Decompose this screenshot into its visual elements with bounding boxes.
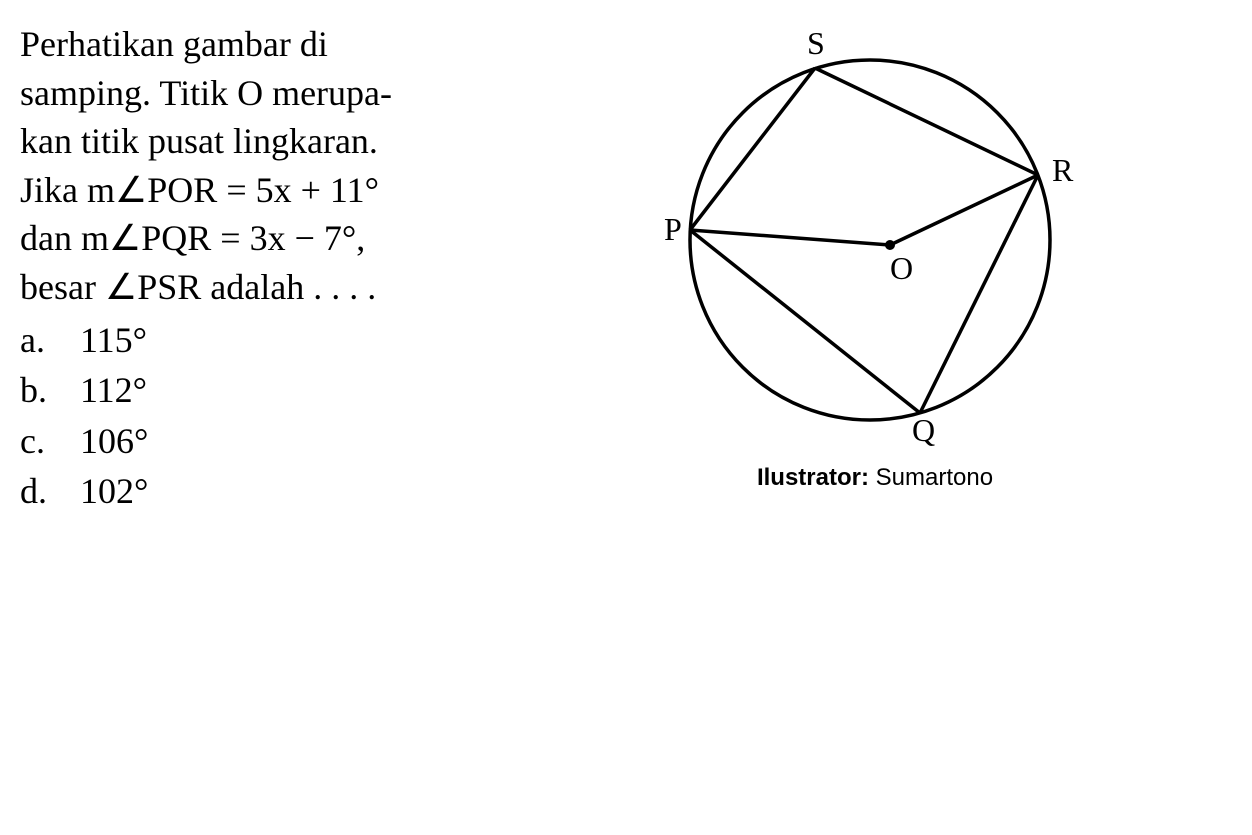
- edge-P-Q: [690, 230, 920, 413]
- option-c: c. 106°: [20, 417, 620, 466]
- problem-line-5: dan m∠PQR = 3x − 7°,: [20, 214, 620, 263]
- problem-text-column: Perhatikan gambar di samping. Titik O me…: [20, 20, 620, 518]
- option-b-letter: b.: [20, 366, 80, 415]
- problem-container: Perhatikan gambar di samping. Titik O me…: [20, 20, 1232, 518]
- point-label-R: R: [1052, 152, 1074, 188]
- main-circle: [690, 60, 1050, 420]
- point-label-O: O: [890, 250, 913, 286]
- line6-angle: ∠PSR: [105, 267, 201, 307]
- caption-value: Sumartono: [869, 464, 993, 491]
- figure-caption: Ilustrator: Sumartono: [660, 464, 1090, 492]
- edge-Q-R: [920, 175, 1038, 413]
- problem-line-3: kan titik pusat lingkaran.: [20, 117, 620, 166]
- option-a-letter: a.: [20, 316, 80, 365]
- point-label-Q: Q: [912, 412, 935, 448]
- option-d-value: 102°: [80, 467, 148, 516]
- option-d-letter: d.: [20, 467, 80, 516]
- line4-angle: ∠POR: [115, 170, 217, 210]
- line4-eq: = 5x + 11°: [217, 170, 379, 210]
- problem-line-4: Jika m∠POR = 5x + 11°: [20, 166, 620, 215]
- line5-prefix: dan m: [20, 218, 109, 258]
- caption-label: Ilustrator:: [757, 464, 869, 491]
- problem-line-2: samping. Titik O merupa-: [20, 69, 620, 118]
- option-a: a. 115°: [20, 316, 620, 365]
- option-a-value: 115°: [80, 316, 147, 365]
- option-c-letter: c.: [20, 417, 80, 466]
- line6-prefix: besar: [20, 267, 105, 307]
- option-b-value: 112°: [80, 366, 147, 415]
- figure-column: P Q R S O Ilustrator: Sumartono: [660, 20, 1090, 492]
- line4-prefix: Jika m: [20, 170, 115, 210]
- problem-line-1: Perhatikan gambar di: [20, 20, 620, 69]
- edge-O_center-P: [690, 230, 890, 245]
- center-dot: [885, 240, 895, 250]
- option-d: d. 102°: [20, 467, 620, 516]
- circle-diagram: P Q R S O: [660, 30, 1090, 460]
- line5-eq: = 3x − 7°,: [211, 218, 365, 258]
- problem-line-6: besar ∠PSR adalah . . . .: [20, 263, 620, 312]
- point-label-S: S: [807, 30, 825, 61]
- edge-R-O_center: [890, 175, 1038, 245]
- edge-P-S: [690, 68, 815, 230]
- option-c-value: 106°: [80, 417, 148, 466]
- line6-suffix: adalah . . . .: [201, 267, 376, 307]
- option-b: b. 112°: [20, 366, 620, 415]
- edges-group: [690, 68, 1038, 413]
- answer-options: a. 115° b. 112° c. 106° d. 102°: [20, 316, 620, 516]
- point-label-P: P: [664, 211, 682, 247]
- line5-angle: ∠PQR: [109, 218, 211, 258]
